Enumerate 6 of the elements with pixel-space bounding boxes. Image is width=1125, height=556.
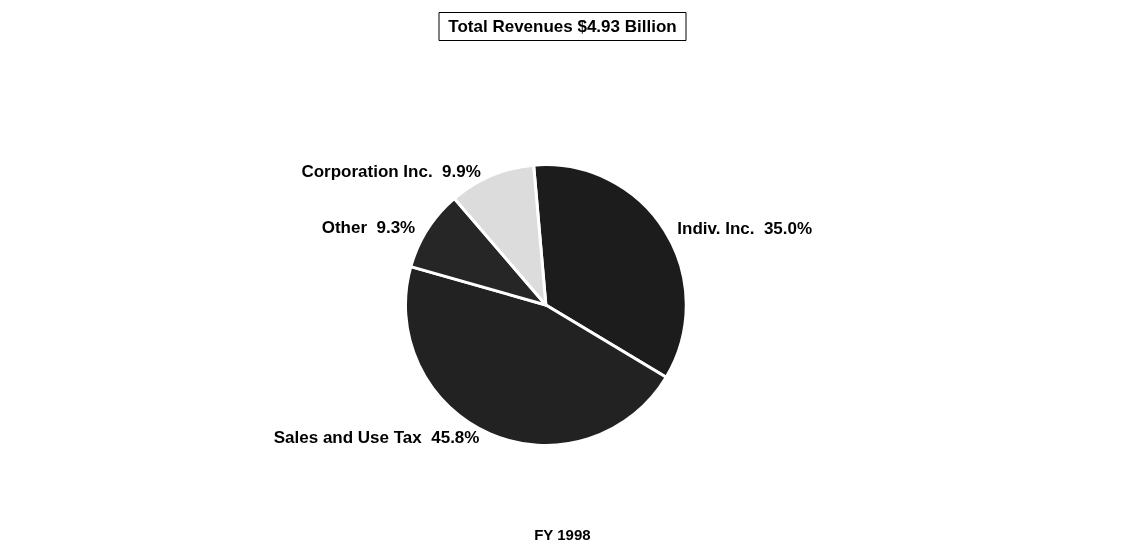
slice-label: Indiv. Inc. 35.0% [677, 218, 813, 238]
slice-label: Sales and Use Tax 45.8% [273, 427, 480, 447]
slice-label: Corporation Inc. 9.9% [301, 162, 481, 182]
chart-title: Total Revenues $4.93 Billion [448, 17, 677, 36]
text: FY 1998 [534, 526, 591, 543]
slice-label: Other 9.3% [321, 217, 416, 237]
